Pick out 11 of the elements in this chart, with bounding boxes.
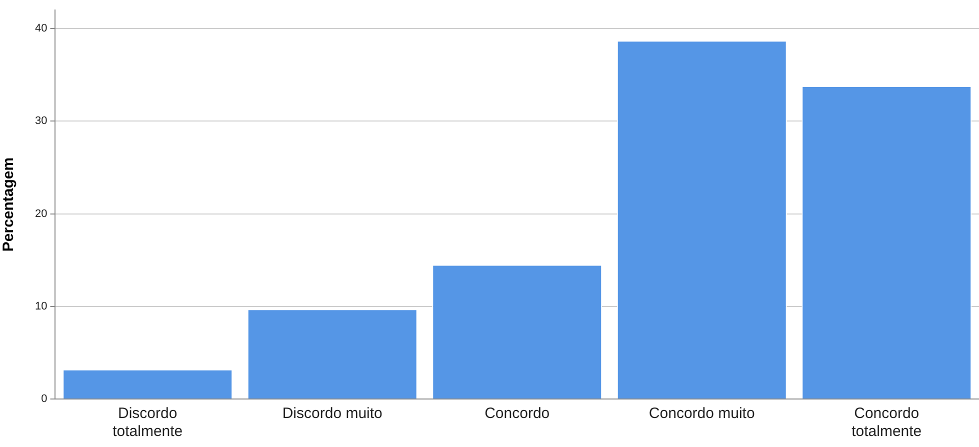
x-tick-label: Discordo totalmente xyxy=(112,405,183,440)
y-tick-label: 20 xyxy=(34,208,48,220)
y-tick-label: 10 xyxy=(34,300,48,312)
y-tick-label: 30 xyxy=(34,115,48,128)
x-tick-label: Concordo totalmente xyxy=(852,405,922,440)
x-tick-label: Concordo muito xyxy=(648,405,755,422)
y-tick-label: 0 xyxy=(41,393,48,406)
y-tick-label: 40 xyxy=(34,22,48,35)
x-tick-label: Discordo muito xyxy=(282,405,382,422)
y-axis-title: Percentagem xyxy=(0,157,18,252)
x-tick-label: Concordo xyxy=(484,405,550,422)
